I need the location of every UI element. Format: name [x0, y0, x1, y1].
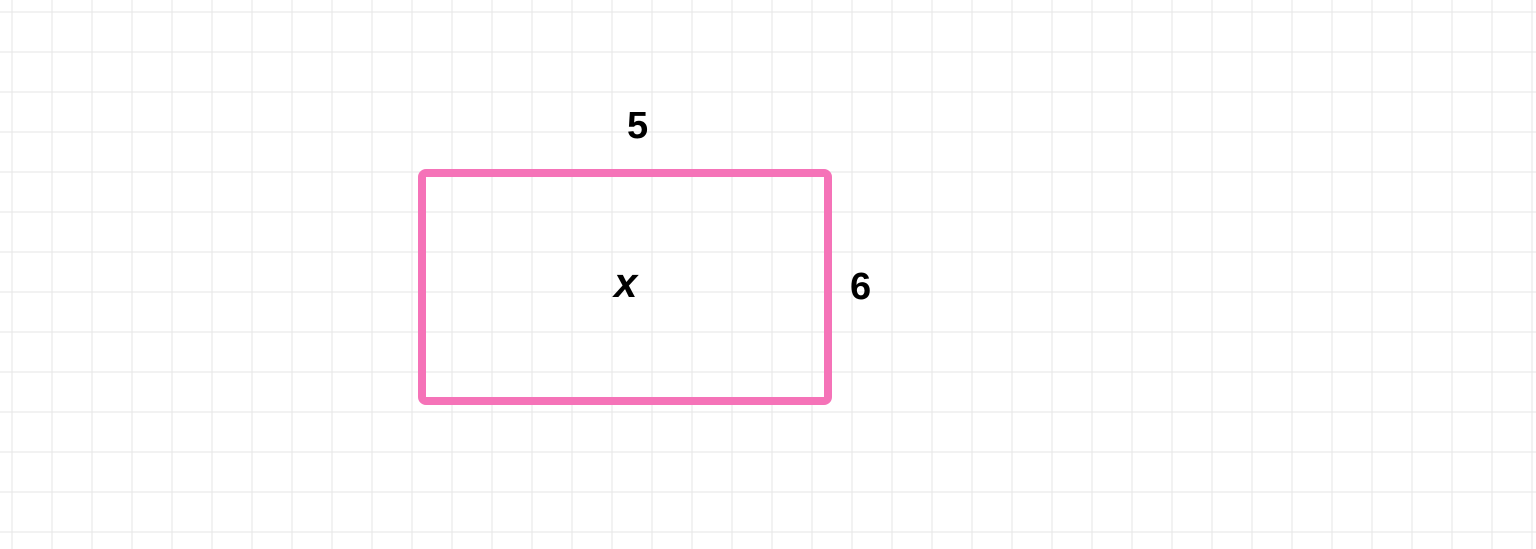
dimension-label-top: 5	[627, 107, 648, 145]
grid	[0, 0, 1536, 549]
diagram-canvas	[0, 0, 1536, 549]
dimension-label-right: 6	[850, 268, 871, 306]
variable-label-center: x	[614, 262, 637, 304]
